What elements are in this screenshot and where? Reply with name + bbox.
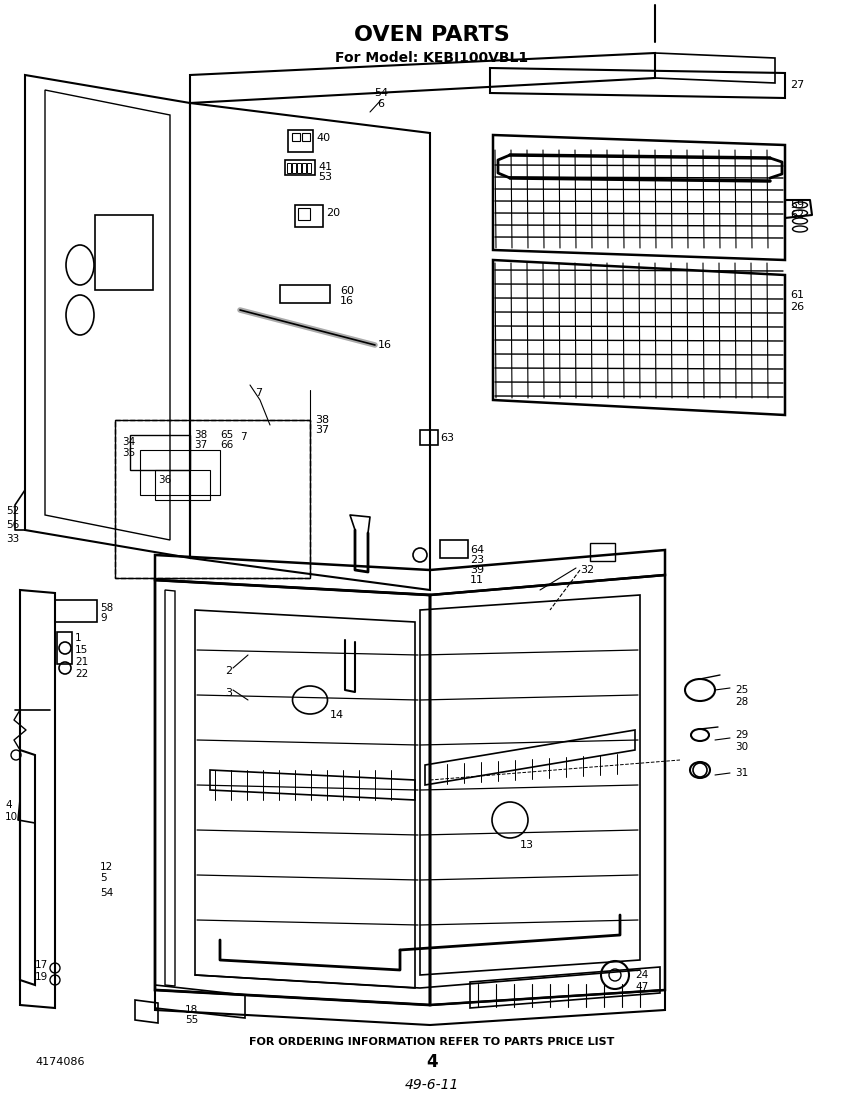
Bar bbox=[115, 420, 310, 578]
Text: 66: 66 bbox=[220, 440, 233, 449]
Bar bbox=[130, 435, 190, 470]
Text: For Model: KEBI100VBL1: For Model: KEBI100VBL1 bbox=[335, 51, 529, 65]
Text: 16: 16 bbox=[378, 340, 392, 349]
Text: 56: 56 bbox=[6, 520, 19, 530]
Text: 3: 3 bbox=[225, 688, 232, 698]
Text: 11: 11 bbox=[470, 575, 484, 585]
Text: 54: 54 bbox=[100, 888, 113, 898]
Text: 18: 18 bbox=[185, 1004, 198, 1015]
Text: 60: 60 bbox=[340, 286, 354, 296]
Text: 4: 4 bbox=[426, 1053, 438, 1072]
Text: 53: 53 bbox=[318, 173, 332, 182]
Text: 41: 41 bbox=[318, 162, 332, 173]
Bar bbox=[302, 133, 310, 141]
Text: 17: 17 bbox=[35, 961, 48, 970]
Bar bbox=[307, 163, 311, 173]
Text: 4: 4 bbox=[5, 800, 11, 810]
Text: 2: 2 bbox=[225, 666, 232, 676]
Bar bbox=[297, 163, 301, 173]
Text: 21: 21 bbox=[75, 657, 88, 667]
Text: 13: 13 bbox=[520, 840, 534, 850]
Bar bbox=[292, 133, 300, 141]
Text: FOR ORDERING INFORMATION REFER TO PARTS PRICE LIST: FOR ORDERING INFORMATION REFER TO PARTS … bbox=[250, 1037, 614, 1047]
Text: 28: 28 bbox=[735, 697, 748, 707]
Text: 62: 62 bbox=[790, 210, 804, 220]
Text: 38: 38 bbox=[315, 415, 329, 425]
Bar bbox=[140, 449, 220, 495]
Bar bbox=[590, 543, 615, 560]
Text: 1: 1 bbox=[75, 633, 81, 643]
Bar bbox=[420, 430, 438, 445]
Bar bbox=[295, 206, 323, 227]
Text: 23: 23 bbox=[470, 555, 484, 565]
Text: 40: 40 bbox=[316, 133, 330, 143]
Text: 20: 20 bbox=[326, 208, 340, 218]
Text: OVEN PARTS: OVEN PARTS bbox=[354, 25, 510, 45]
Text: 31: 31 bbox=[735, 768, 748, 778]
Text: 7: 7 bbox=[255, 388, 262, 398]
Text: 14: 14 bbox=[330, 710, 344, 720]
Text: 12: 12 bbox=[100, 862, 113, 872]
Text: 26: 26 bbox=[790, 302, 804, 312]
Text: 65: 65 bbox=[220, 430, 233, 440]
Text: 30: 30 bbox=[735, 742, 748, 752]
Text: 55: 55 bbox=[185, 1015, 198, 1025]
Text: 33: 33 bbox=[6, 534, 19, 544]
Text: 47: 47 bbox=[635, 983, 648, 992]
Text: 24: 24 bbox=[635, 970, 648, 980]
Text: 35: 35 bbox=[122, 448, 136, 458]
Text: 32: 32 bbox=[580, 565, 594, 575]
Bar bbox=[95, 215, 153, 290]
Bar bbox=[440, 540, 468, 558]
Bar bbox=[115, 420, 310, 578]
Bar bbox=[298, 208, 310, 220]
Text: 22: 22 bbox=[75, 669, 88, 679]
Bar bbox=[280, 285, 330, 303]
Text: 64: 64 bbox=[470, 545, 484, 555]
Text: 29: 29 bbox=[735, 730, 748, 740]
Text: 5: 5 bbox=[100, 873, 106, 882]
Bar bbox=[288, 130, 313, 152]
Text: 27: 27 bbox=[790, 80, 804, 90]
Bar bbox=[57, 632, 72, 664]
Bar bbox=[302, 163, 306, 173]
Bar bbox=[155, 470, 210, 500]
Bar bbox=[55, 600, 97, 622]
Text: 7: 7 bbox=[240, 432, 246, 442]
Text: 63: 63 bbox=[440, 433, 454, 443]
Text: 25: 25 bbox=[735, 685, 748, 695]
Text: 19: 19 bbox=[35, 972, 48, 983]
Bar bbox=[292, 163, 296, 173]
Text: 15: 15 bbox=[75, 645, 88, 655]
Text: 10: 10 bbox=[5, 812, 18, 822]
Text: 9: 9 bbox=[100, 613, 106, 623]
Text: 4174086: 4174086 bbox=[35, 1057, 85, 1067]
Text: 59: 59 bbox=[790, 200, 804, 210]
Text: 37: 37 bbox=[315, 425, 329, 435]
Text: 39: 39 bbox=[470, 565, 484, 575]
Text: 61: 61 bbox=[790, 290, 804, 300]
Text: 37: 37 bbox=[194, 440, 207, 449]
Text: 49-6-11: 49-6-11 bbox=[405, 1078, 459, 1092]
Text: 6: 6 bbox=[378, 99, 384, 109]
Text: 38: 38 bbox=[194, 430, 207, 440]
Text: 34: 34 bbox=[122, 437, 136, 447]
Text: 58: 58 bbox=[100, 603, 113, 613]
Text: 54: 54 bbox=[374, 88, 388, 98]
Text: 52: 52 bbox=[6, 506, 19, 517]
Bar bbox=[287, 163, 291, 173]
Text: 36: 36 bbox=[158, 475, 171, 485]
Bar bbox=[285, 160, 315, 175]
Text: 16: 16 bbox=[340, 296, 354, 306]
